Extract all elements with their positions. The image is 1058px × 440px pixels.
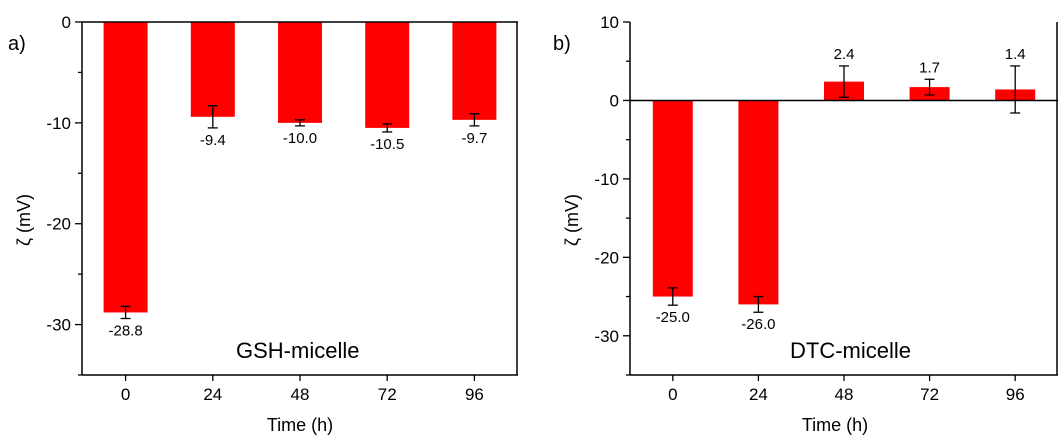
x-tick-label: 72 bbox=[920, 385, 939, 404]
y-tick-label: 10 bbox=[600, 13, 619, 32]
panel-label: a) bbox=[8, 33, 26, 55]
data-label: 1.4 bbox=[1005, 46, 1026, 63]
error-bar-48h bbox=[839, 65, 849, 98]
error-bar-48h bbox=[295, 119, 305, 127]
bar-24h bbox=[190, 22, 235, 117]
y-tick-label: -20 bbox=[46, 215, 71, 234]
error-bar-96h bbox=[1010, 65, 1021, 114]
bar-96h bbox=[452, 22, 497, 120]
panel-b-dtc-micelle-chart: -25.0 -26.0 2.4 1.7 1.4 10 0 -10 -20 -30 0 24 48 72 96… bbox=[553, 13, 1058, 435]
x-tick-label: 24 bbox=[749, 385, 768, 404]
error-bar-0h bbox=[120, 305, 131, 320]
y-axis-title: ζ (mV) bbox=[562, 194, 582, 246]
y-tick-label: -10 bbox=[46, 114, 71, 133]
x-axis-title: Time (h) bbox=[802, 415, 868, 435]
y-tick-label: -20 bbox=[594, 248, 619, 267]
x-tick-label: 0 bbox=[121, 385, 130, 404]
panel-a-gsh-micelle-chart: -28.8 -9.4 -10.0 -10.5 -9.7 0 -10 -20 -30 0 24 48 72… bbox=[8, 13, 518, 435]
error-bar-96h bbox=[469, 113, 480, 127]
y-tick-label: 0 bbox=[610, 91, 619, 110]
bar-48h bbox=[278, 22, 322, 123]
data-label: -10.0 bbox=[283, 130, 317, 147]
x-tick-label: 96 bbox=[465, 385, 484, 404]
data-label: -10.5 bbox=[370, 136, 404, 153]
data-label: -9.4 bbox=[200, 132, 226, 149]
error-bar-72h bbox=[924, 78, 935, 96]
x-axis-title: Time (h) bbox=[267, 415, 333, 435]
x-tick-label: 24 bbox=[203, 385, 222, 404]
data-label: -9.7 bbox=[461, 130, 487, 147]
chart-annotation: DTC-micelle bbox=[790, 338, 911, 363]
bar-24h bbox=[738, 100, 779, 305]
y-tick-label: -30 bbox=[594, 327, 619, 346]
error-bar-72h bbox=[382, 123, 393, 133]
panel-label: b) bbox=[553, 33, 571, 55]
bar-0h bbox=[103, 22, 148, 313]
error-bar-24h bbox=[753, 295, 764, 313]
data-label: -26.0 bbox=[741, 316, 775, 333]
bar-72h bbox=[365, 22, 410, 128]
x-tick-label: 72 bbox=[378, 385, 397, 404]
data-label: 2.4 bbox=[834, 46, 855, 63]
y-tick-label: -10 bbox=[594, 170, 619, 189]
y-axis-title: ζ (mV) bbox=[14, 194, 34, 246]
data-label: 1.7 bbox=[919, 59, 940, 76]
x-tick-label: 48 bbox=[835, 385, 854, 404]
x-tick-label: 48 bbox=[291, 385, 310, 404]
x-tick-label: 0 bbox=[668, 385, 677, 404]
data-label: -28.8 bbox=[108, 323, 142, 340]
x-tick-label: 96 bbox=[1006, 385, 1025, 404]
chart-annotation: GSH-micelle bbox=[236, 338, 359, 363]
y-tick-label: 0 bbox=[62, 13, 71, 32]
data-label: -25.0 bbox=[656, 309, 690, 326]
error-bar-24h bbox=[207, 105, 218, 129]
error-bar-0h bbox=[667, 287, 678, 306]
y-tick-label: -30 bbox=[46, 316, 71, 335]
bar-0h bbox=[652, 100, 693, 297]
